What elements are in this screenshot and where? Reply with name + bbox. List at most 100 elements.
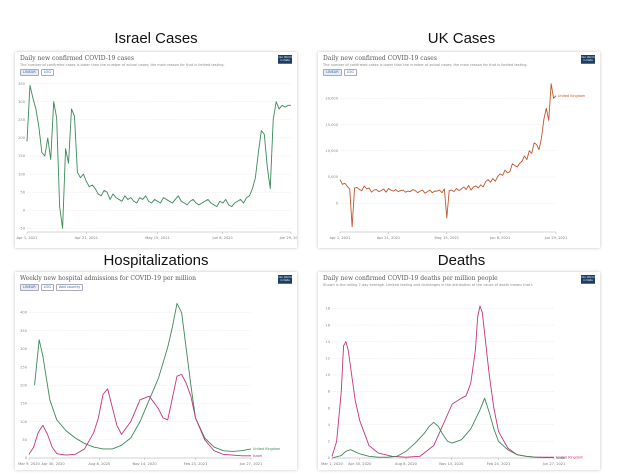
owid-logo: Our World in Data [581,55,595,64]
x-tick-label: Jun 27, 2021 [239,462,263,466]
x-tick-label: Feb 24, 2021 [487,462,511,466]
chart-card: Daily new confirmed COVID-19 cases The n… [15,52,297,248]
x-tick-label: Apr 1, 2021 [16,236,37,240]
x-tick-label: Aug 8, 2020 [88,462,111,466]
scale-tabs: LINEAR LOG Add country [20,284,84,291]
x-tick-label: Jun 6, 2021 [212,236,233,240]
chart-title: Weekly new hospital admissions for COVID… [20,275,197,282]
tab-log[interactable]: LOG [40,69,54,76]
series-label: United Kingdom [253,447,281,451]
y-tick-label: 20,000 [325,97,338,101]
owid-logo: Our World in Data [581,275,595,284]
x-tick-label: Apr 1, 2021 [329,236,350,240]
y-tick-label: 5,000 [328,175,339,179]
x-tick-label: Mar 1, 2020 [321,462,343,466]
chart-card: Daily new confirmed COVID-19 deaths per … [318,272,600,470]
x-tick-label: Apr 21, 2021 [75,236,98,240]
tab-linear[interactable]: LINEAR [20,284,39,291]
x-tick-label: Jun 27, 2021 [542,462,566,466]
chart-subtitle: The number of confirmed cases is lower t… [20,63,225,67]
y-tick-label: 10 [325,373,330,377]
y-tick-label: -50 [19,227,26,231]
chart-plot: -50 0 50 100 150 200 250 300 350 Apr 1, 2021 Apr 2… [16,82,297,240]
tab-linear[interactable]: LINEAR [20,69,39,76]
y-tick-label: 4 [328,423,331,427]
panel-heading: Israel Cases [114,30,198,47]
panel-uk-cases: UK Cases Daily new confirmed COVID-19 ca… [313,30,610,250]
owid-logo: Our World in Data [278,275,292,284]
x-tick-label: Apr 30, 2020 [41,462,65,466]
y-tick-label: 0 [328,456,331,460]
tab-log[interactable]: LOG [343,69,357,76]
x-tick-label: Aug 8, 2020 [395,462,418,466]
y-tick-label: 8 [328,390,331,394]
y-tick-label: 15,000 [325,123,338,127]
chart-subtitle: Shown is the rolling 7-day average. Limi… [323,283,533,287]
add-country-button[interactable]: Add country [55,284,84,291]
series-label: United Kingdom [556,455,584,459]
chart-plot: 0 50 100 150 200 250 300 350 400 Mar 9, 2020 Apr 3… [18,303,281,466]
y-tick-label: 200 [18,136,26,140]
y-tick-label: 200 [20,383,28,387]
x-tick-label: Nov 14, 2020 [439,462,464,466]
owid-logo: Our World in Data [278,55,292,64]
y-tick-label: 2 [328,440,330,444]
x-tick-label: Mar 9, 2020 [18,462,40,466]
series-line [34,303,252,452]
x-tick-label: Apr 30, 2020 [348,462,372,466]
y-tick-label: 6 [328,406,331,410]
y-tick-label: 16 [325,323,330,327]
x-tick-label: May 15, 2021 [434,236,459,240]
y-tick-label: 100 [20,420,28,424]
y-tick-label: 50 [20,190,25,194]
chart-plot: 0 2 4 6 8 10 12 14 16 18 Mar 1, 2020 Apr 30, 2020 Au… [321,305,584,466]
series-label: Israel [253,454,262,458]
chart-subtitle: The number of confirmed cases is lower t… [323,63,528,67]
scale-tabs: LINEAR LOG [20,69,54,76]
y-tick-label: 18 [325,307,330,311]
y-tick-label: 0 [23,208,26,212]
y-tick-label: 300 [18,100,26,104]
chart-title: Daily new confirmed COVID-19 cases [323,55,437,62]
scale-tabs: LINEAR LOG [323,69,357,76]
series-label: United Kingdom [558,94,586,98]
panel-deaths: Deaths Daily new confirmed COVID-19 deat… [313,252,610,474]
panel-heading: Hospitalizations [103,252,209,269]
panel-israel-cases: Israel Cases Daily new confirmed COVID-1… [10,30,302,250]
y-tick-label: 10,000 [325,149,338,153]
tab-linear[interactable]: LINEAR [323,69,342,76]
panel-heading: Deaths [437,252,486,269]
chart-title: Daily new confirmed COVID-19 deaths per … [323,275,498,282]
y-tick-label: 250 [20,365,28,369]
y-tick-label: 150 [20,402,28,406]
y-tick-label: 0 [25,456,28,460]
y-tick-label: 14 [325,340,330,344]
x-tick-label: Feb 23, 2021 [184,462,208,466]
x-tick-label: Jun 29, 2021 [279,236,297,240]
chart-card: Daily new confirmed COVID-19 cases The n… [318,52,600,248]
x-tick-label: Apr 21, 2021 [377,236,400,240]
y-tick-label: 300 [20,347,28,351]
y-tick-label: 350 [18,82,26,86]
x-tick-label: Nov 14, 2020 [133,462,158,466]
series-line [339,83,557,228]
series-line [331,305,554,458]
chart-plot: 0 5,000 10,000 15,000 20,000 Apr 1, 2021 Apr 2… [325,83,586,240]
y-tick-label: 250 [18,118,26,122]
series-line [331,397,554,459]
y-tick-label: 12 [325,357,330,361]
y-tick-label: 100 [18,172,26,176]
tab-log[interactable]: LOG [40,284,54,291]
y-tick-label: 150 [18,154,26,158]
chart-title: Daily new confirmed COVID-19 cases [20,55,134,62]
y-tick-label: 50 [22,438,27,442]
series-line [28,373,251,457]
y-tick-label: 0 [336,201,339,205]
chart-card: Weekly new hospital admissions for COVID… [15,272,297,470]
series-label: Israel [556,456,565,460]
x-tick-label: Jun 6, 2021 [489,236,510,240]
series-line [26,84,291,229]
x-tick-label: May 15, 2021 [145,236,170,240]
panel-hospitalizations: Hospitalizations Weekly new hospital adm… [10,252,302,474]
